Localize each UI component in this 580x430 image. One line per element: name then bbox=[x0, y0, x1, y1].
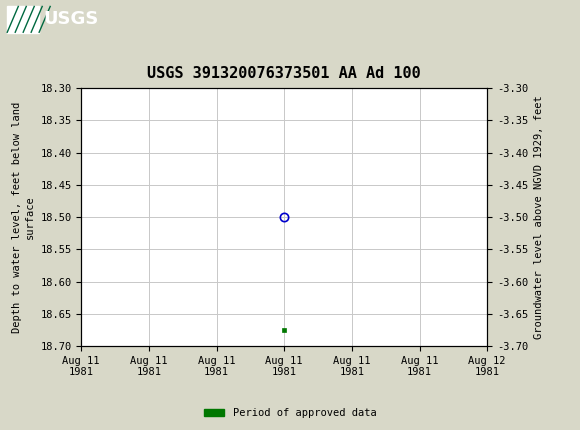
Legend: Period of approved data: Period of approved data bbox=[200, 404, 380, 423]
FancyBboxPatch shape bbox=[7, 6, 39, 33]
Y-axis label: Groundwater level above NGVD 1929, feet: Groundwater level above NGVD 1929, feet bbox=[534, 95, 543, 339]
Text: USGS: USGS bbox=[44, 10, 99, 28]
Title: USGS 391320076373501 AA Ad 100: USGS 391320076373501 AA Ad 100 bbox=[147, 66, 421, 81]
Y-axis label: Depth to water level, feet below land
surface: Depth to water level, feet below land su… bbox=[12, 101, 35, 333]
